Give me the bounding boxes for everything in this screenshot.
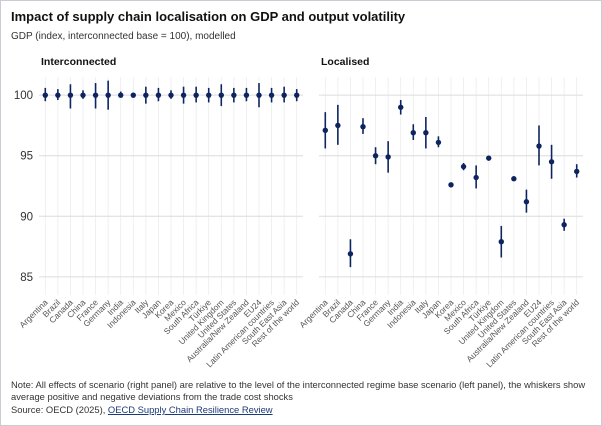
data-point [294,92,300,98]
data-point [385,154,391,160]
data-point [281,92,287,98]
series-localised [322,100,580,268]
data-point [561,222,567,228]
data-point [130,92,136,98]
series-interconnected [42,80,300,110]
data-point [105,92,111,98]
data-point [243,92,250,98]
data-point [180,92,187,98]
data-point [42,92,48,98]
data-point [511,176,517,182]
data-point [486,155,492,161]
panel-title-interconnected: Interconnected [41,56,116,68]
data-point [92,92,99,98]
data-point [473,174,479,181]
grid-right [319,77,583,295]
data-point [410,130,416,136]
y-tick-label: 95 [20,151,33,163]
source-prefix: Source: OECD (2025), [11,404,108,415]
data-point [155,92,162,98]
data-point [118,92,124,98]
data-point [67,92,74,98]
data-point [268,92,275,98]
data-point [231,92,237,98]
data-point [398,104,404,110]
data-point [347,251,354,257]
x-axis-labels-localised: ArgentinaBrazilCanadaChinaFranceGermanyI… [297,297,581,369]
grid-left [39,77,303,295]
data-point [372,153,379,159]
data-point [536,143,542,149]
data-point [498,239,504,245]
data-point [548,159,555,165]
data-point [168,92,174,98]
y-tick-label: 100 [14,90,33,102]
data-point [193,92,199,98]
data-point [218,92,224,98]
data-point [360,123,366,130]
data-point [55,92,61,98]
data-point [448,182,454,188]
data-point [80,92,86,98]
data-point [435,139,442,146]
y-axis-tick-labels: 85 90 95 100 [14,90,33,284]
data-point [335,122,341,129]
data-point [143,92,149,98]
data-point [256,92,262,98]
source-link[interactable]: OECD Supply Chain Resilience Review [107,404,273,415]
chart-source: Source: OECD (2025), OECD Supply Chain R… [11,404,273,415]
chart-plot-area: Interconnected Localised 85 90 95 100 Argen… [14,56,583,369]
x-axis-labels-interconnected: ArgentinaBrazilCanadaChinaFranceGermanyI… [17,297,301,369]
chart-subtitle: GDP (index, interconnected base = 100), … [11,31,236,42]
data-point [206,92,212,98]
data-point [322,127,328,133]
data-point [574,168,580,175]
data-point [423,130,429,136]
data-point [523,199,530,205]
y-tick-label: 90 [20,211,33,223]
chart-note: Note: All effects of scenario (right pan… [11,379,586,402]
data-point [460,163,467,170]
y-tick-label: 85 [20,272,33,284]
panel-title-localised: Localised [321,56,369,68]
chart-title: Impact of supply chain localisation on G… [11,9,406,24]
